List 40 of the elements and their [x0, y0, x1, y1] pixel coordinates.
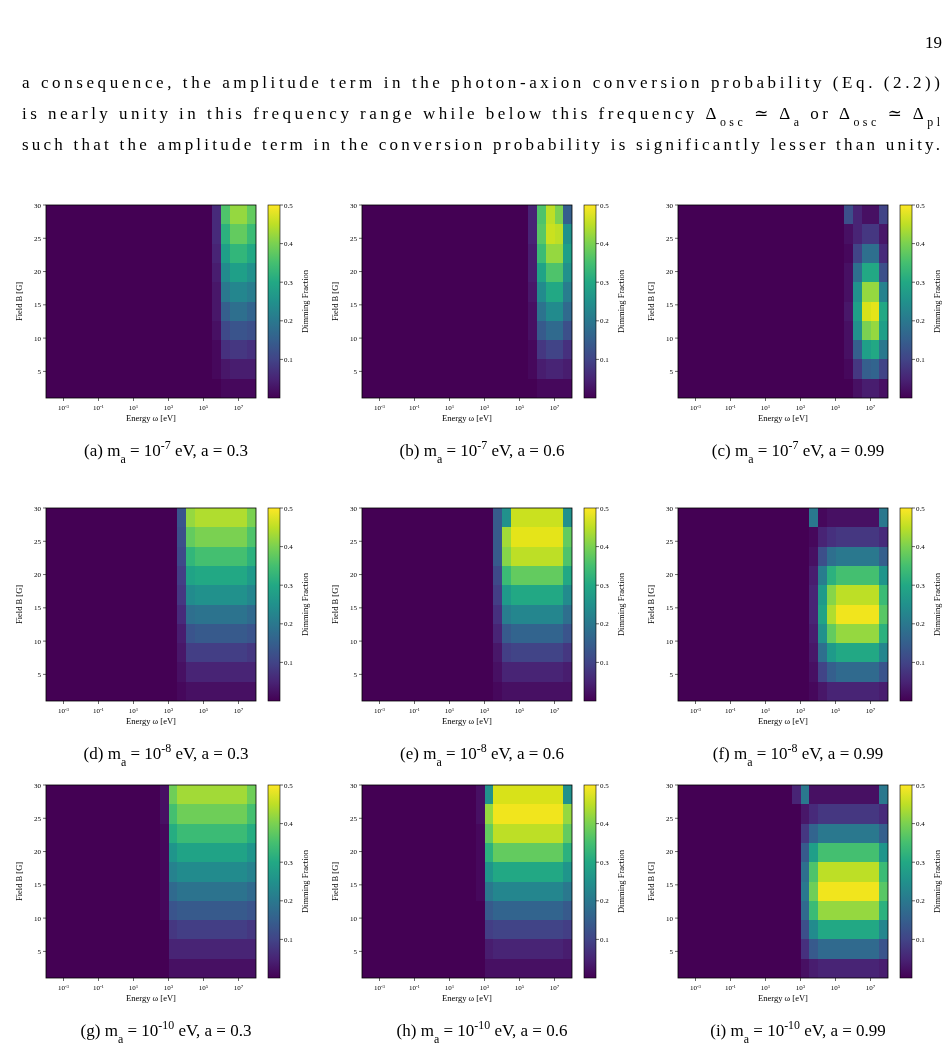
- text: a consequence, the amplitude term in the photon-axion conversion probability (Eq. (2.2)): [22, 73, 940, 92]
- color-bar-title: Dimming Fraction: [616, 269, 626, 334]
- x-axis-title: Energy ω [eV]: [442, 413, 493, 423]
- x-axis-title: Energy ω [eV]: [758, 993, 809, 1003]
- text: (h) m$_{a}$ = 10$^{-10}$ eV, a = 0.6: [396, 1018, 568, 1046]
- text: (c) m$_{a}$ = 10$^{-7}$ eV, a = 0.99: [711, 438, 885, 466]
- text: (f) m$_{a}$ = 10$^{-8}$ eV, a = 0.99: [712, 741, 884, 769]
- text: 19: [925, 33, 942, 52]
- y-axis-title: Field B [G]: [14, 861, 24, 902]
- y-axis-title: Field B [G]: [646, 281, 656, 322]
- y-axis-title: Field B [G]: [330, 281, 340, 322]
- color-bar-title: Dimming Fraction: [300, 849, 310, 914]
- x-axis-title: Energy ω [eV]: [758, 716, 809, 726]
- color-bar-title: Dimming Fraction: [616, 572, 626, 637]
- x-axis-title: Energy ω [eV]: [442, 993, 493, 1003]
- text: (b) m$_{a}$ = 10$^{-7}$ eV, a = 0.6: [399, 438, 565, 466]
- text: is nearly unity in this frequency range while below this frequency Δ$_{osc}$ ≃ Δ$_{a}$ or Δ$_{osc}$ ≃ Δ$_{pl}$: [22, 104, 941, 129]
- y-axis-title: Field B [G]: [646, 861, 656, 902]
- text: (a) m$_{a}$ = 10$^{-7}$ eV, a = 0.3: [84, 438, 248, 466]
- text: (e) m$_{a}$ = 10$^{-8}$ eV, a = 0.6: [400, 741, 564, 769]
- text: (i) m$_{a}$ = 10$^{-10}$ eV, a = 0.99: [710, 1018, 886, 1046]
- x-axis-title: Energy ω [eV]: [442, 716, 493, 726]
- color-bar-title: Dimming Fraction: [300, 269, 310, 334]
- x-axis-title: Energy ω [eV]: [126, 413, 177, 423]
- color-bar-title: Dimming Fraction: [616, 849, 626, 914]
- x-axis-title: Energy ω [eV]: [126, 993, 177, 1003]
- text: such that the amplitude term in the conversion probability is significantly lesser than unity.: [22, 135, 940, 154]
- y-axis-title: Field B [G]: [14, 584, 24, 625]
- color-bar-title: Dimming Fraction: [932, 572, 942, 637]
- text: (d) m$_{a}$ = 10$^{-8}$ eV, a = 0.3: [83, 741, 249, 769]
- y-axis-title: Field B [G]: [330, 584, 340, 625]
- x-axis-title: Energy ω [eV]: [758, 413, 809, 423]
- y-axis-title: Field B [G]: [330, 861, 340, 902]
- color-bar-title: Dimming Fraction: [932, 849, 942, 914]
- text: (g) m$_{a}$ = 10$^{-10}$ eV, a = 0.3: [80, 1018, 252, 1046]
- x-axis-title: Energy ω [eV]: [126, 716, 177, 726]
- color-bar-title: Dimming Fraction: [300, 572, 310, 637]
- y-axis-title: Field B [G]: [14, 281, 24, 322]
- y-axis-title: Field B [G]: [646, 584, 656, 625]
- color-bar-title: Dimming Fraction: [932, 269, 942, 334]
